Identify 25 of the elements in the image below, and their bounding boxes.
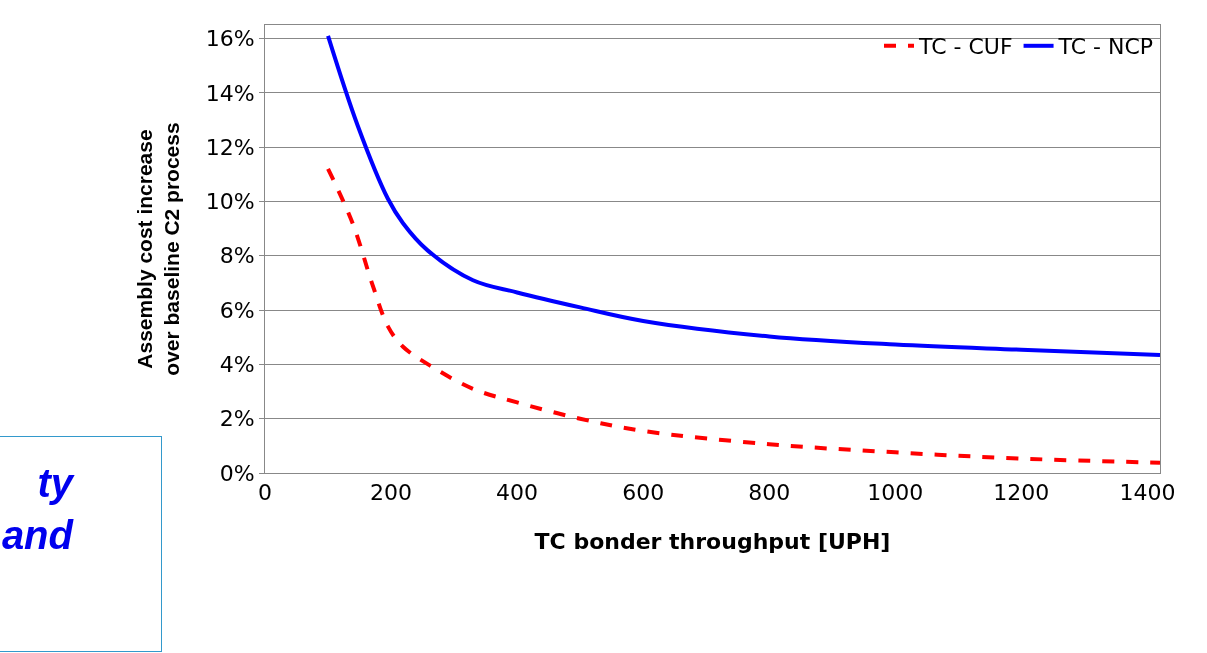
text: and xyxy=(0,512,73,559)
line-series xyxy=(326,33,1160,357)
x-tick-label: 1000 xyxy=(867,480,924,506)
x-tick-label: 400 xyxy=(496,480,539,506)
x-tick-label: 0 xyxy=(258,480,272,506)
x-tick-label: 200 xyxy=(370,480,413,506)
y-tick-label: 14% xyxy=(205,80,255,106)
legend-label: TC - CUF xyxy=(918,34,1013,60)
y-tick-label: 10% xyxy=(205,189,255,215)
x-tick-label: 1200 xyxy=(993,480,1050,506)
y-tick-label: 2% xyxy=(219,406,255,432)
line-series xyxy=(326,166,1160,465)
y-tick-label: 0% xyxy=(219,460,255,486)
text: ty xyxy=(36,460,73,507)
legend-label: TC - NCP xyxy=(1057,34,1154,60)
y-tick-label: 12% xyxy=(205,134,255,160)
y-tick-label: 16% xyxy=(205,26,255,52)
y-tick-label: 8% xyxy=(219,243,255,269)
y-tick-label: 4% xyxy=(219,352,255,378)
y-tick-label: 6% xyxy=(219,297,255,323)
x-axis-title: TC bonder throughput [UPH] xyxy=(534,529,891,554)
x-tick-label: 800 xyxy=(748,480,791,506)
x-tick-label: 600 xyxy=(622,480,665,506)
x-tick-label: 1400 xyxy=(1119,480,1176,506)
y-axis-title: Assembly cost increase over baseline C2 process xyxy=(132,122,183,376)
